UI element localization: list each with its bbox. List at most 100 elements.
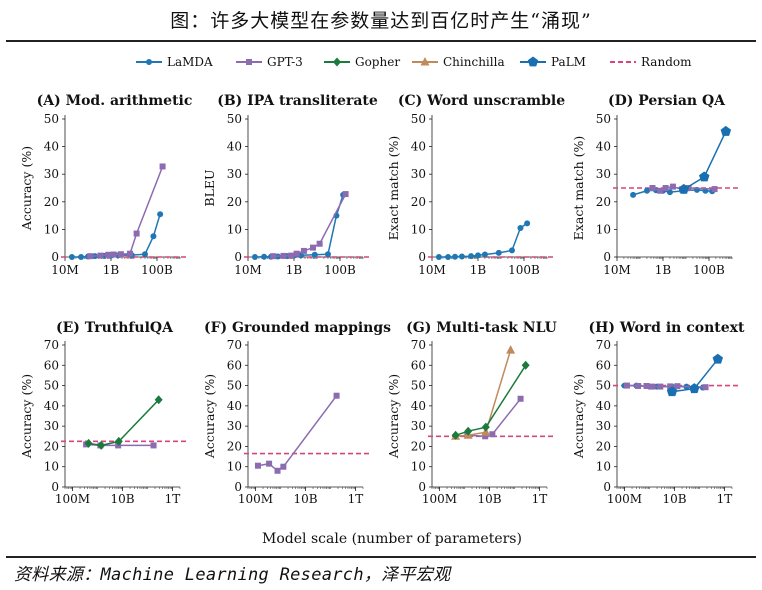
x-axis-label: Model scale (number of parameters) [262,531,522,547]
y-tick-label: 50 [411,112,426,126]
data-point-gpt-3 [87,253,94,260]
x-tick-label: 10B [293,492,317,506]
y-tick-label: 0 [51,250,59,264]
data-point-gopher [154,395,163,405]
data-point-lamda [452,253,458,260]
y-tick-label: 20 [596,439,611,453]
data-point-gpt-3 [643,382,650,389]
y-tick-label: 70 [227,338,242,352]
x-tick-label: 1T [717,492,733,506]
y-tick-label: 50 [596,379,611,393]
data-point-lamda [630,191,637,198]
y-tick-label: 60 [227,358,242,372]
x-tick-label: 100B [141,263,173,277]
panel-title: (H) Word in context [589,320,745,336]
data-point-gpt-3 [517,395,524,402]
data-point-gpt-3 [482,433,489,440]
data-point-lamda [435,254,442,260]
legend-label: PaLM [551,55,586,69]
series-gopher [84,395,163,450]
data-point-gpt-3 [266,460,273,467]
legend-label: Random [641,55,692,69]
data-point-gpt-3 [280,463,287,470]
x-tick-label: 10B [110,492,134,506]
x-tick-label: 10M [51,263,79,277]
series-lamda [251,191,347,260]
data-point-lamda [495,249,502,256]
y-tick-label: 70 [44,338,59,352]
y-tick-label: 40 [596,140,611,154]
legend-label: Gopher [355,55,400,69]
data-point-gpt-3 [117,251,124,258]
data-point-gpt-3 [280,252,287,259]
data-point-gpt-3 [657,383,664,390]
data-point-gpt-3 [489,431,496,438]
y-tick-label: 50 [44,379,59,393]
panel-title: (D) Persian QA [608,93,726,109]
data-point-gpt-3 [662,185,669,191]
y-axis-label: BLEU [202,169,217,206]
y-tick-label: 10 [411,460,426,474]
data-point-gpt-3 [316,240,323,247]
y-tick-label: 20 [411,195,426,209]
y-tick-label: 30 [227,419,242,433]
data-point-gpt-3 [105,251,112,258]
x-tick-label: 10M [603,263,631,277]
source-note: 资料来源：Machine Learning Research，泽平宏观 [14,565,451,585]
panel-g-multi-task-nlu: (G) Multi-task NLU 0 10 20 30 40 50 60 70 Accurac… [386,320,557,506]
data-point-lamda [481,251,488,258]
data-point-gpt-3 [342,191,349,198]
series-line-gopher [88,399,160,447]
x-tick-label: 10M [418,263,446,277]
data-point-gopher [481,422,490,432]
y-tick-label: 40 [227,399,242,413]
x-tick-label: 1B [103,263,120,277]
y-tick-label: 10 [596,222,611,236]
data-point-gpt-3 [674,383,681,390]
x-tick-label: 100B [508,263,540,277]
x-tick-label: 100B [324,263,356,277]
y-tick-label: 50 [227,112,242,126]
data-point-gpt-3 [150,442,157,449]
panel-title: (B) IPA transliterate [217,93,378,109]
y-tick-label: 40 [44,399,59,413]
data-point-gpt-3 [159,163,166,170]
panel-a-mod-arithmetic: (A) Mod. arithmetic 0 10 20 30 40 50 Accuracy (… [19,93,192,277]
y-tick-label: 50 [411,379,426,393]
data-point-palm [689,383,700,394]
series-line-lamda [254,194,344,258]
series-gpt-3 [270,191,349,260]
y-tick-label: 0 [418,480,426,494]
data-point-lamda [468,253,475,260]
panel-b-ipa-transliterate: (B) IPA transliterate 0 10 20 30 40 50 BLEU 10M 1… [202,93,378,277]
data-point-gpt-3 [254,462,261,469]
x-tick-label: 100B [693,263,725,277]
data-point-lamda [78,254,85,260]
panel-title: (G) Multi-task NLU [406,320,557,336]
panel-title: (A) Mod. arithmetic [37,93,193,109]
series-palm [666,353,723,397]
panel-title: (C) Word unscramble [398,93,565,109]
series-line-gopher [455,364,527,437]
series-gpt-3 [254,392,340,474]
top-divider [6,40,756,42]
y-tick-label: 10 [44,222,59,236]
data-point-gopher [84,438,93,448]
series-lamda [435,220,531,260]
data-point-gpt-3 [649,383,656,390]
legend-entry-gopher: Gopher [324,55,400,69]
data-point-gopher [97,440,106,450]
x-tick-label: 100M [607,492,642,506]
data-point-lamda [68,254,75,260]
y-tick-label: 10 [44,460,59,474]
y-tick-label: 60 [44,358,59,372]
data-point-gpt-3 [133,230,140,237]
y-axis-label: Accuracy (%) [202,374,217,459]
legend-entry-palm: PaLM [520,55,586,69]
data-point-gpt-3 [333,392,340,399]
legend-marker [246,59,252,65]
y-axis-label: Accuracy (%) [386,374,401,459]
y-tick-label: 50 [596,112,611,126]
data-point-gpt-3 [657,187,664,194]
y-tick-label: 10 [227,460,242,474]
